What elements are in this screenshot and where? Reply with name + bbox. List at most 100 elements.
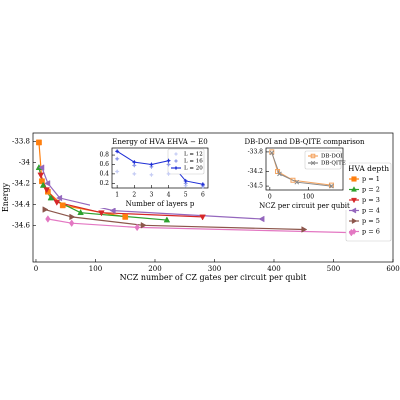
y-tick-label: 0.8 [99,152,109,159]
marker [43,187,50,194]
marker [351,218,358,224]
marker [42,206,49,213]
marker [310,153,316,159]
marker [258,215,265,223]
x-tick-label: 1 [115,192,119,199]
marker [69,219,75,228]
marker [69,213,76,221]
y-tick-label: -34 [19,158,31,166]
legend-label: L = 12 [184,152,203,158]
y-tick-label: -34.6 [12,221,30,229]
marker [350,207,357,214]
marker [294,179,300,185]
y-tick-label: 0.4 [99,170,109,177]
marker [310,160,316,166]
marker [173,165,179,171]
y-tick-label: 0.6 [99,161,109,168]
marker [77,209,84,216]
y-tick-label: 0.2 [99,180,109,187]
marker [269,149,275,155]
inset-background [244,138,349,210]
legend-label: p = 1 [362,175,380,183]
x-tick-label: 3 [150,192,154,199]
axes-frame [265,147,344,191]
marker [122,214,129,220]
axes-frame [32,132,394,263]
marker [131,162,137,169]
marker [351,197,357,204]
x-tick-label: 0 [34,265,38,273]
marker [301,226,308,233]
legend-label: p = 5 [362,217,380,225]
marker [165,171,172,177]
x-tick-label: 5 [184,192,188,199]
title: DB-DOI and DB-QITE comparison [244,138,365,146]
x-tick-label: 400 [267,265,280,273]
marker [47,194,55,201]
marker [351,176,357,182]
marker [38,164,45,171]
marker [114,148,120,154]
x-tick-label: 0 [268,194,272,201]
marker [39,181,47,188]
marker [183,178,189,184]
x-tick-label: 2 [132,192,136,199]
marker [37,172,45,179]
marker [98,210,105,217]
marker [277,171,282,177]
marker [199,214,206,221]
series-line [271,152,332,187]
marker [140,222,147,229]
marker [348,228,354,237]
marker [134,223,140,232]
x-tick-label: 500 [327,265,340,273]
legend-label: DB-QITE [321,161,346,167]
series-line [44,208,304,231]
marker [329,183,334,189]
x-tick-label: 200 [148,265,161,273]
x-tick-label: 100 [89,265,102,273]
marker [173,158,179,164]
marker [59,202,66,209]
marker [163,216,171,223]
marker [114,168,120,175]
marker [131,171,137,177]
x-axis-label: Number of layers p [126,200,195,208]
series-line [116,150,203,185]
marker [328,182,334,188]
marker [269,150,275,156]
x-axis-label: NCZ per circuit per qubit [259,202,350,210]
marker [351,228,357,235]
y-tick-label: -33.8 [12,137,30,145]
legend-title: HVA depth [348,164,389,173]
marker [173,151,179,157]
legend-label: p = 6 [362,228,380,236]
y-tick-label: -34.4 [12,200,30,208]
marker [45,215,51,223]
marker [36,139,42,146]
marker [148,161,155,168]
y-tick-label: -34.2 [12,179,30,187]
x-tick-label: 4 [167,192,171,199]
legend-label: L = 20 [184,166,203,172]
y-tick-label: -34.2 [248,168,264,175]
x-tick-label: 600 [386,265,399,273]
plot-0: 0 100 200 300 400 500 600 -33.8 -34 -34.2 -34.4 -34… [1,132,400,282]
marker [351,186,357,192]
marker [290,177,296,183]
marker [44,180,51,187]
legend-label: DB-DOI [321,154,343,160]
marker [53,199,61,206]
marker [56,194,63,202]
x-tick-label: 100 [303,194,315,201]
x-tick-label: 300 [208,265,221,273]
x-tick-label: 6 [201,192,205,199]
marker [165,161,172,168]
legend-label: p = 3 [362,196,380,204]
legend-label: p = 2 [362,186,380,194]
y-axis-label: Energy [1,182,10,212]
marker [114,156,120,162]
series-line [47,218,352,234]
